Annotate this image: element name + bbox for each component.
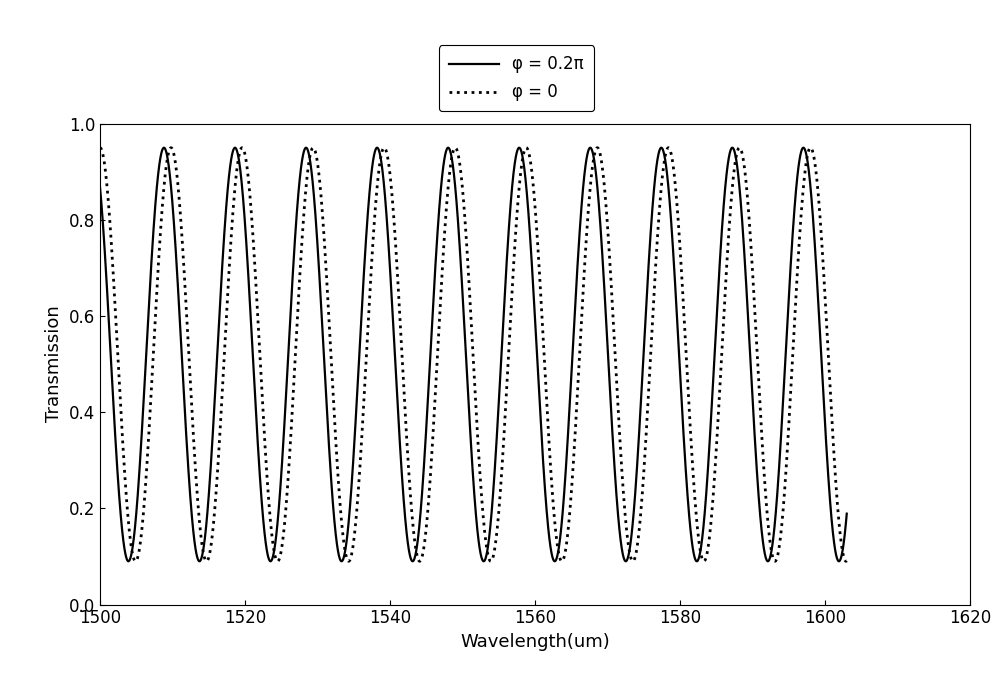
Y-axis label: Transmission: Transmission [45, 306, 63, 423]
φ = 0 [379, 144, 391, 153]
φ = 0 [485, 557, 497, 565]
φ = 0.2π [841, 510, 853, 518]
Legend: φ = 0.2π, φ = 0: φ = 0.2π, φ = 0 [439, 45, 594, 111]
φ = 0.2π [379, 198, 391, 206]
φ = 0 [230, 177, 242, 185]
φ = 0.2π [651, 156, 663, 164]
φ = 0 [841, 556, 853, 565]
φ = 0.2π [762, 557, 774, 565]
φ = 0.2π [94, 183, 106, 191]
Line: φ = 0: φ = 0 [100, 148, 847, 561]
φ = 0 [94, 144, 106, 152]
φ = 0 [651, 235, 663, 243]
φ = 0.2π [580, 159, 592, 168]
Line: φ = 0.2π: φ = 0.2π [100, 148, 847, 561]
X-axis label: Wavelength(um): Wavelength(um) [460, 633, 610, 651]
φ = 0.2π [230, 144, 242, 152]
φ = 0.2π [708, 359, 720, 368]
φ = 0 [542, 420, 554, 429]
φ = 0 [708, 479, 720, 487]
φ = 0.2π [542, 521, 554, 530]
φ = 0.2π [371, 144, 383, 152]
φ = 0 [580, 243, 592, 251]
